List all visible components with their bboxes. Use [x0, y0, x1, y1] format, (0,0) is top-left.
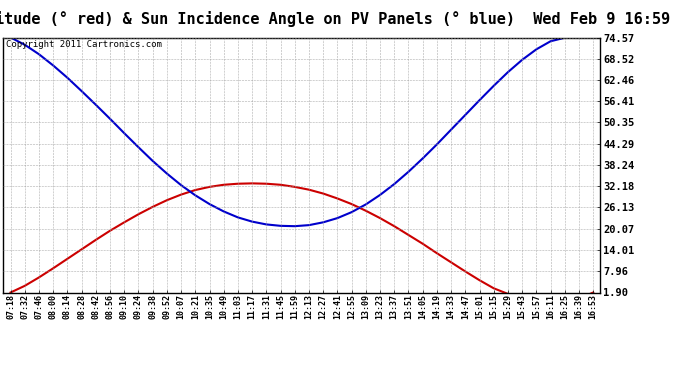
Text: Copyright 2011 Cartronics.com: Copyright 2011 Cartronics.com: [6, 40, 162, 49]
Text: Sun Altitude (° red) & Sun Incidence Angle on PV Panels (° blue)  Wed Feb 9 16:5: Sun Altitude (° red) & Sun Incidence Ang…: [0, 11, 670, 27]
